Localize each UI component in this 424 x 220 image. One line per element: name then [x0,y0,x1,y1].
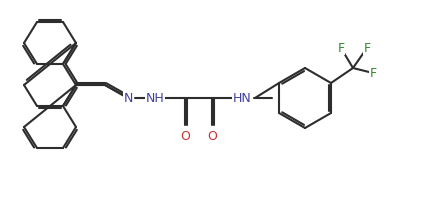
Text: F: F [338,42,345,55]
Text: HN: HN [233,92,251,104]
Text: F: F [363,42,371,55]
Text: O: O [180,130,190,143]
Text: NH: NH [145,92,165,104]
Text: F: F [369,66,377,79]
Text: O: O [207,130,217,143]
Text: N: N [123,92,133,104]
